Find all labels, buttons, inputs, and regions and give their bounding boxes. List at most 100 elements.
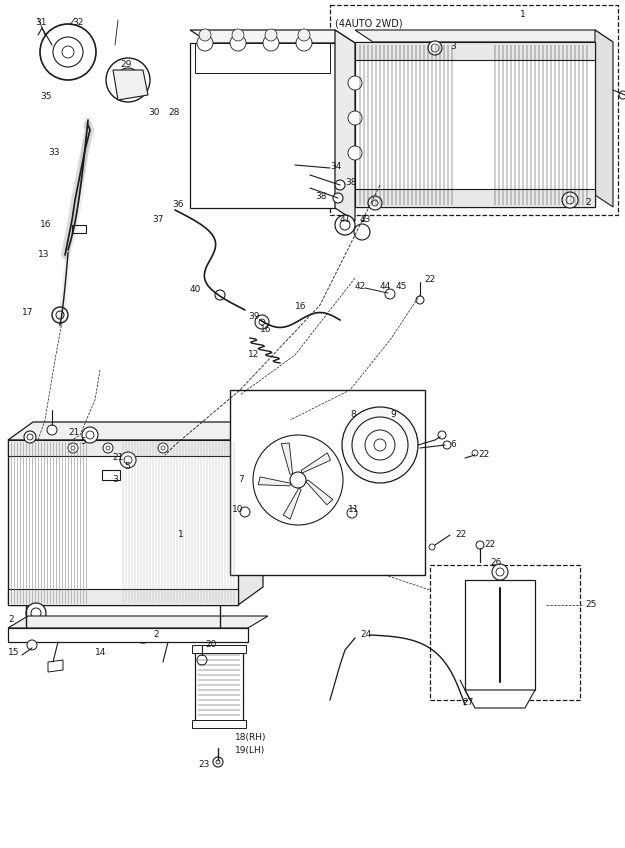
Circle shape [348, 146, 362, 160]
Circle shape [27, 434, 33, 440]
Polygon shape [258, 477, 291, 486]
Text: 27: 27 [462, 698, 473, 707]
Circle shape [197, 35, 213, 51]
Text: 16: 16 [295, 302, 306, 311]
Circle shape [68, 443, 78, 453]
Text: 11: 11 [348, 505, 359, 514]
Circle shape [106, 58, 150, 102]
Circle shape [333, 193, 343, 203]
Text: 1: 1 [178, 530, 184, 539]
Text: 3: 3 [112, 475, 118, 484]
Text: 28: 28 [168, 108, 179, 117]
Circle shape [472, 450, 478, 456]
Text: 33: 33 [48, 148, 59, 157]
Text: 30: 30 [148, 108, 159, 117]
Polygon shape [190, 30, 355, 43]
Text: 17: 17 [22, 308, 34, 317]
Circle shape [431, 44, 439, 52]
Circle shape [619, 91, 625, 99]
Circle shape [47, 425, 57, 435]
Circle shape [385, 289, 395, 299]
Text: 31: 31 [35, 18, 46, 27]
Bar [230, 390, 425, 575]
Text: 13: 13 [38, 250, 49, 259]
Circle shape [253, 435, 343, 525]
Circle shape [438, 431, 446, 439]
Polygon shape [301, 453, 331, 473]
Circle shape [216, 760, 220, 764]
Circle shape [62, 46, 74, 58]
Circle shape [199, 29, 211, 41]
Text: 22: 22 [424, 275, 435, 284]
Polygon shape [283, 488, 301, 519]
Text: 9: 9 [390, 410, 396, 419]
Circle shape [298, 29, 310, 41]
Bar [18, 627, 34, 635]
Text: 34: 34 [330, 162, 341, 171]
Text: 45: 45 [396, 282, 408, 291]
Text: 12: 12 [248, 350, 259, 359]
Circle shape [197, 655, 207, 665]
Circle shape [335, 215, 355, 235]
Text: 6: 6 [450, 440, 456, 449]
Circle shape [263, 35, 279, 51]
Polygon shape [8, 616, 268, 628]
Text: 26: 26 [490, 558, 501, 567]
Text: 2: 2 [360, 215, 366, 224]
Circle shape [335, 180, 345, 190]
Circle shape [31, 608, 41, 618]
Circle shape [53, 37, 83, 67]
Circle shape [120, 452, 136, 468]
Text: 20: 20 [205, 640, 216, 649]
Circle shape [40, 24, 96, 80]
Circle shape [56, 311, 64, 319]
Text: 37: 37 [152, 215, 164, 224]
Circle shape [365, 430, 395, 460]
Bar [190, 43, 335, 208]
Text: 40: 40 [190, 285, 201, 294]
Text: 19(LH): 19(LH) [235, 746, 265, 755]
Circle shape [562, 192, 578, 208]
Circle shape [27, 640, 37, 650]
Text: 41: 41 [340, 215, 351, 224]
Circle shape [492, 564, 508, 580]
Text: 2: 2 [153, 630, 159, 639]
Text: 36: 36 [172, 200, 184, 209]
Circle shape [368, 196, 382, 210]
Bar [8, 628, 248, 642]
Circle shape [416, 296, 424, 304]
Text: 21: 21 [112, 453, 123, 462]
Circle shape [342, 407, 418, 483]
Circle shape [443, 441, 451, 449]
Text: 5: 5 [80, 437, 86, 446]
Text: 35: 35 [40, 92, 51, 101]
Text: 15: 15 [8, 648, 19, 657]
Text: 3: 3 [450, 42, 456, 51]
Circle shape [232, 29, 244, 41]
Text: 39: 39 [248, 312, 259, 321]
Circle shape [26, 603, 46, 623]
Bar [192, 645, 246, 653]
Text: 18(RH): 18(RH) [235, 733, 266, 742]
Bar [72, 225, 86, 233]
Bar [8, 440, 238, 605]
Text: 22: 22 [455, 530, 466, 539]
Polygon shape [238, 422, 263, 605]
Text: 23: 23 [198, 760, 209, 769]
Text: 29: 29 [120, 60, 131, 69]
Circle shape [82, 427, 98, 443]
Polygon shape [281, 443, 292, 474]
Text: 43: 43 [360, 215, 371, 224]
Bar [355, 42, 595, 60]
Text: 25: 25 [585, 600, 596, 609]
Text: 38: 38 [315, 192, 326, 201]
Circle shape [213, 757, 223, 767]
Circle shape [340, 220, 350, 230]
Circle shape [52, 307, 68, 323]
Circle shape [429, 544, 435, 550]
Text: 2: 2 [585, 198, 591, 207]
Circle shape [24, 431, 36, 443]
Circle shape [230, 35, 246, 51]
Text: 8: 8 [350, 410, 356, 419]
Polygon shape [595, 30, 613, 207]
